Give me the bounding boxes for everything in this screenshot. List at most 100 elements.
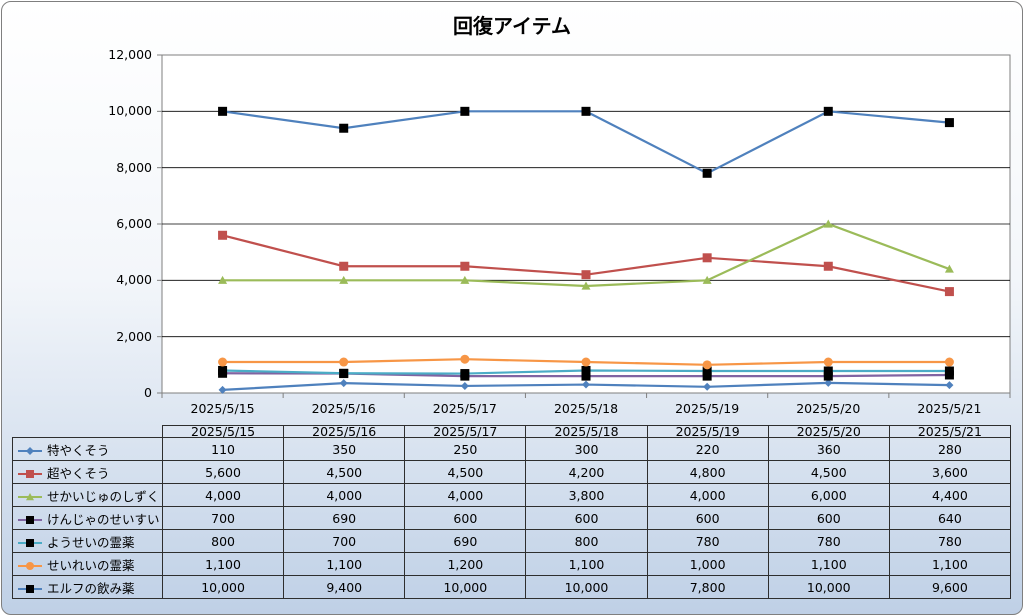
table-cell: 780 bbox=[767, 529, 890, 553]
legend-entry: エルフの飲み薬 bbox=[12, 575, 163, 599]
data-point bbox=[339, 261, 349, 271]
data-point bbox=[460, 106, 470, 116]
data-point bbox=[581, 357, 591, 367]
legend-entry: せいれいの霊薬 bbox=[12, 552, 163, 576]
table-cell: 10,000 bbox=[525, 575, 648, 599]
y-tick-label: 0 bbox=[144, 385, 152, 400]
data-point bbox=[823, 106, 833, 116]
table-cell: 3,600 bbox=[888, 460, 1011, 484]
data-point bbox=[218, 106, 228, 116]
table-corner bbox=[12, 425, 163, 438]
table-column-header: 2025/5/17 bbox=[404, 425, 527, 438]
table-column-header: 2025/5/15 bbox=[161, 425, 285, 438]
data-point bbox=[581, 106, 591, 116]
table-cell: 4,800 bbox=[646, 460, 769, 484]
x-tick-label: 2025/5/17 bbox=[432, 401, 497, 416]
series-name: せかいじゅのしずく bbox=[47, 488, 160, 504]
legend-key-marker bbox=[26, 493, 34, 501]
series-name: エルフの飲み薬 bbox=[47, 580, 135, 596]
data-point bbox=[944, 366, 954, 376]
data-point bbox=[339, 123, 349, 133]
y-tick-label: 8,000 bbox=[116, 159, 152, 175]
data-point bbox=[218, 365, 228, 375]
x-tick-label: 2025/5/21 bbox=[917, 401, 982, 416]
table-cell: 280 bbox=[888, 437, 1011, 461]
data-point bbox=[582, 380, 590, 389]
table-cell: 690 bbox=[283, 506, 406, 530]
table-row: 特やくそう 110 350 250 300 220 360 280 bbox=[12, 437, 1011, 461]
table-cell: 300 bbox=[525, 437, 648, 461]
table-cell: 4,000 bbox=[404, 483, 527, 507]
table-cell: 10,000 bbox=[404, 575, 527, 599]
x-tick-label: 2025/5/19 bbox=[675, 401, 740, 416]
table-cell: 1,200 bbox=[404, 552, 527, 576]
table-column-header: 2025/5/19 bbox=[646, 425, 769, 438]
table-column-header: 2025/5/16 bbox=[283, 425, 406, 438]
data-point bbox=[944, 264, 954, 273]
legend-key-icon bbox=[18, 562, 42, 570]
table-row: エルフの飲み薬 10,000 9,400 10,000 10,000 7,800 10,00… bbox=[12, 575, 1011, 599]
table-header-row: 2025/5/15 2025/5/16 2025/5/17 2025/5/18 2025… bbox=[12, 425, 1011, 438]
x-tick-label: 2025/5/18 bbox=[553, 401, 619, 416]
data-point bbox=[945, 381, 954, 390]
legend-entry: ようせいの霊薬 bbox=[12, 529, 163, 553]
table-cell: 600 bbox=[404, 506, 527, 530]
legend-key-icon bbox=[18, 447, 42, 455]
table-cell: 350 bbox=[283, 437, 406, 461]
table-cell: 9,400 bbox=[283, 575, 406, 599]
table-cell: 600 bbox=[767, 506, 890, 530]
table-column-header: 2025/5/20 bbox=[767, 425, 890, 438]
y-tick-label: 12,000 bbox=[108, 47, 152, 62]
table-cell: 700 bbox=[161, 506, 285, 530]
table-cell: 1,100 bbox=[283, 552, 406, 576]
x-tick-label: 2025/5/20 bbox=[796, 401, 861, 416]
data-point bbox=[339, 379, 348, 388]
legend-entry: けんじゃのせいすい bbox=[12, 506, 163, 530]
table-column-header: 2025/5/18 bbox=[525, 425, 648, 438]
legend-key-marker bbox=[26, 447, 34, 455]
data-point bbox=[460, 261, 470, 271]
table-row: けんじゃのせいすい 700 690 600 600 600 600 640 bbox=[12, 506, 1011, 530]
table-cell: 4,000 bbox=[646, 483, 769, 507]
series-name: 超やくそう bbox=[47, 465, 110, 481]
table-cell: 220 bbox=[646, 437, 769, 461]
table-cell: 250 bbox=[404, 437, 527, 461]
legend-key-marker bbox=[26, 539, 34, 547]
legend-entry: せかいじゅのしずく bbox=[12, 483, 163, 507]
data-point bbox=[218, 385, 227, 394]
data-point bbox=[702, 253, 712, 263]
table-cell: 780 bbox=[888, 529, 1011, 553]
data-point bbox=[944, 287, 954, 297]
x-tick-label: 2025/5/15 bbox=[190, 401, 255, 416]
table-row: ようせいの霊薬 800 700 690 800 780 780 780 bbox=[12, 529, 1011, 553]
y-tick-label: 2,000 bbox=[116, 328, 152, 344]
table-cell: 360 bbox=[767, 437, 890, 461]
data-point bbox=[702, 371, 712, 381]
table-cell: 6,000 bbox=[767, 483, 890, 507]
data-point bbox=[460, 354, 470, 364]
legend-key-marker bbox=[26, 585, 34, 593]
table-cell: 7,800 bbox=[646, 575, 769, 599]
data-point bbox=[944, 118, 954, 128]
table-cell: 600 bbox=[646, 506, 769, 530]
table-cell: 640 bbox=[888, 506, 1011, 530]
data-point bbox=[218, 275, 228, 284]
table-cell: 3,800 bbox=[525, 483, 648, 507]
data-point bbox=[702, 275, 712, 284]
legend-key-icon bbox=[18, 585, 42, 593]
y-tick-label: 6,000 bbox=[116, 216, 152, 231]
series-name: けんじゃのせいすい bbox=[47, 511, 160, 527]
legend-key-icon bbox=[18, 516, 42, 524]
table-cell: 4,000 bbox=[283, 483, 406, 507]
table-cell: 700 bbox=[283, 529, 406, 553]
data-table: 2025/5/15 2025/5/16 2025/5/17 2025/5/18 2025… bbox=[12, 425, 1011, 599]
data-point bbox=[339, 368, 349, 378]
data-point bbox=[823, 219, 833, 228]
data-point bbox=[218, 357, 228, 367]
table-cell: 800 bbox=[525, 529, 648, 553]
legend-entry: 超やくそう bbox=[12, 460, 163, 484]
data-point bbox=[218, 230, 228, 240]
table-cell: 4,200 bbox=[525, 460, 648, 484]
data-point bbox=[702, 366, 712, 376]
